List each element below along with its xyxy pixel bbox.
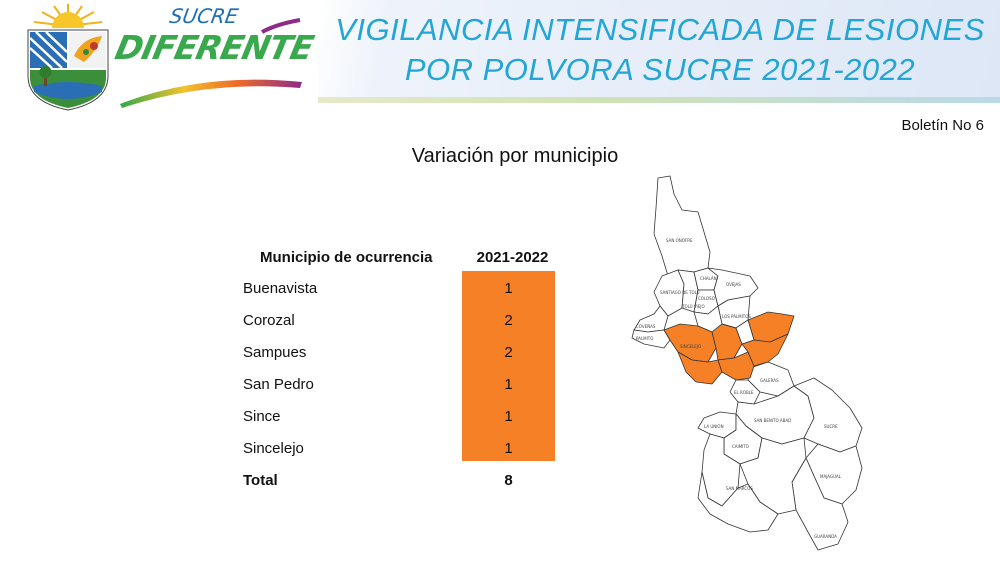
map-label: OVEJAS: [726, 282, 741, 287]
map-region-sanpedro-highlight: [741, 333, 789, 367]
header-year: 2021-2022: [476, 249, 549, 266]
table-row: Since 1: [243, 401, 563, 433]
table-total-row: Total 8: [243, 465, 563, 497]
map-label: SANTIAGO DE TOLÚ: [660, 290, 700, 295]
map-region-palmito: [631, 329, 671, 349]
title-line-1: VIGILANCIA INTENSIFICADA DE LESIONES: [335, 12, 985, 47]
map-label: LOS PALMITOS: [722, 314, 751, 319]
section-subtitle: Variación por municipio: [411, 145, 619, 167]
map-label: SAN BENITO ABAD: [754, 418, 791, 423]
map-label: SUCRE: [824, 424, 838, 429]
map-region-south-central: [739, 437, 807, 515]
table-row: San Pedro 1: [243, 369, 563, 401]
map-label: GUARANDA: [814, 534, 837, 539]
map-label: TOLÚ VIEJO: [681, 304, 705, 309]
table-row: Sincelejo 1: [243, 433, 563, 465]
map-label: GALERAS: [760, 378, 779, 383]
map-label: SAN ONOFRE: [666, 238, 693, 243]
sucre-municipality-map: SAN ONOFRE CHALÁN COLOSO OVEJAS SANTIAGO…: [631, 175, 863, 551]
brand-top-text: SUCRE: [167, 4, 240, 28]
map-label: EL ROBLE: [734, 390, 754, 395]
highlight-column: [462, 271, 555, 461]
value-cell: 2: [504, 312, 513, 329]
map-label: LA UNIÓN: [704, 424, 724, 429]
municipio-cell: Since: [243, 408, 281, 425]
title-line-2: POR POLVORA SUCRE 2021-2022: [404, 52, 916, 87]
map-label: COVEÑAS: [636, 324, 656, 329]
map-label: CAIMITO: [732, 444, 749, 449]
municipio-cell: Sampues: [243, 344, 307, 361]
map-label: COLOSO: [698, 296, 715, 301]
value-cell: 2: [504, 344, 513, 361]
map-label: SAN MARCOS: [726, 486, 753, 491]
brand-swoosh-graphic: [120, 18, 302, 108]
header-accent-line: [318, 97, 1000, 103]
map-label: SINCELEJO: [680, 344, 701, 349]
total-label: Total: [243, 472, 278, 489]
map-region-morroa-gap: [721, 319, 755, 345]
map-region-sincelejo-highlight: [663, 323, 717, 363]
map-region-san-onofre: [653, 175, 711, 277]
municipio-cell: Corozal: [243, 312, 295, 329]
municipio-cell: San Pedro: [243, 376, 314, 393]
map-region-west-south: [697, 471, 779, 533]
value-cell: 1: [504, 440, 513, 457]
value-cell: 1: [504, 280, 513, 297]
map-label: MAJAGUAL: [820, 474, 842, 479]
header-banner: [318, 0, 1000, 100]
municipio-cell: Sincelejo: [243, 440, 304, 457]
sucre-diferente-logo: SUCRE DIFERENTE: [112, 2, 317, 110]
coat-of-arms-logo: [27, 4, 109, 111]
table-row: Corozal 2: [243, 305, 563, 337]
value-cell: 1: [504, 408, 513, 425]
page-title: VIGILANCIA INTENSIFICADA DE LESIONES POR…: [330, 10, 990, 90]
map-label: CHALÁN: [700, 276, 717, 281]
table-row: Sampues 2: [243, 337, 563, 369]
map-label: PALMITO: [636, 336, 653, 341]
map-region-buenavista-highlight: [747, 311, 795, 343]
municipio-cell: Buenavista: [243, 280, 318, 297]
brand-bottom-text: DIFERENTE: [111, 28, 317, 67]
table-row: Buenavista 1: [243, 273, 563, 305]
header-municipio: Municipio de ocurrencia: [260, 249, 433, 266]
value-cell: 1: [504, 376, 513, 393]
bulletin-number: Boletín No 6: [901, 117, 984, 134]
total-value: 8: [504, 472, 513, 489]
